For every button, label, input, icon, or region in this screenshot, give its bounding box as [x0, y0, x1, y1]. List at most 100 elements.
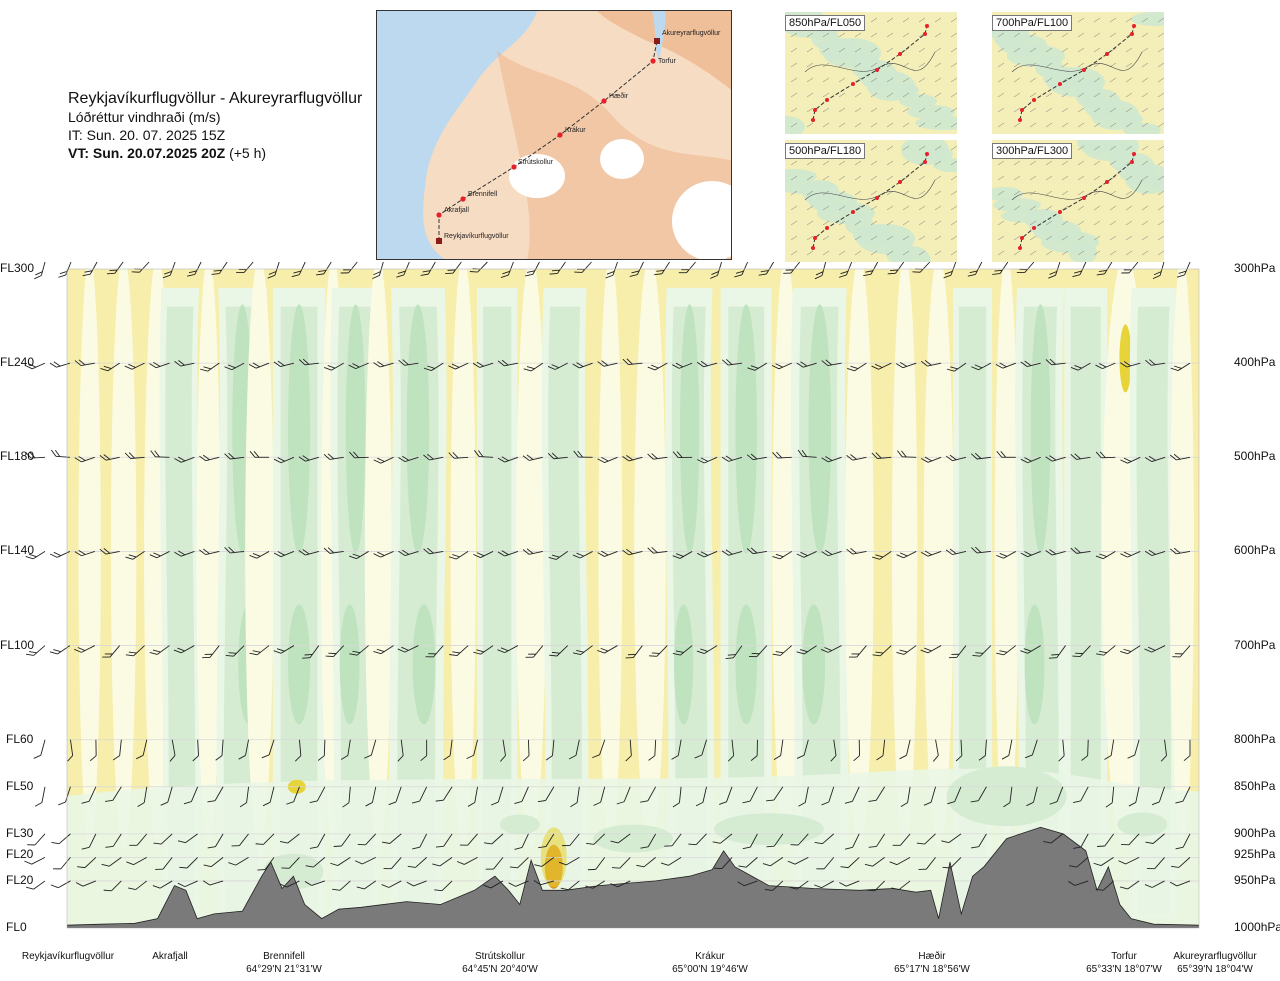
mini-map-barb — [1109, 235, 1117, 241]
route-map[interactable]: Reykjavíkurflugvöllur Akrafjall Brennifell… — [376, 10, 732, 260]
mini-map-barb — [838, 32, 846, 38]
velocity-contour — [994, 269, 1019, 848]
mini-map-field — [915, 116, 957, 130]
mini-map-barb — [1061, 235, 1069, 241]
wind-barb — [58, 261, 72, 278]
wind-barb — [279, 880, 300, 888]
wind-barb — [1048, 261, 1061, 279]
wind-barb — [876, 739, 886, 761]
mini-map-700[interactable]: 700hPa/FL100 — [992, 12, 1164, 134]
location-label: Krákur 65°00'N 19°46'W — [650, 950, 770, 976]
mini-map-barb — [1013, 160, 1021, 166]
wind-barb — [248, 362, 270, 369]
mini-map-barb — [918, 92, 926, 98]
wind-barb — [648, 739, 657, 761]
wind-barb — [349, 451, 369, 459]
wind-barb — [174, 360, 195, 367]
mini-map-barb — [1109, 122, 1117, 128]
velocity-column — [516, 269, 547, 848]
title-block: Reykjavíkurflugvöllur - Akureyrarflugvöl… — [68, 90, 362, 162]
wind-barb — [821, 359, 842, 367]
mini-map-barb — [1157, 92, 1164, 98]
flight-level-label: FL30 — [6, 825, 34, 840]
wind-barb — [1020, 645, 1041, 654]
wind-barb — [99, 548, 120, 555]
wind-barb — [332, 880, 351, 891]
mini-map-500-graphic — [785, 140, 957, 262]
wind-barb — [846, 454, 867, 461]
mini-map-barb — [1077, 160, 1085, 166]
mini-map-barb — [1125, 190, 1133, 196]
wind-barb — [177, 833, 198, 844]
mini-map-barb — [822, 175, 830, 181]
wind-barb — [330, 857, 351, 866]
mini-map-point — [1105, 52, 1109, 56]
location-name: Brennifell — [263, 951, 305, 962]
mini-map-point — [1132, 152, 1136, 156]
wind-barb — [309, 833, 326, 849]
velocity-contour — [593, 824, 673, 853]
mini-map-barb — [918, 175, 926, 181]
flight-level-label: FL60 — [6, 731, 34, 746]
wind-barb — [750, 739, 758, 761]
mini-map-barb — [1093, 220, 1101, 226]
wind-barb — [762, 857, 784, 867]
mini-map-coast — [1011, 51, 1143, 73]
wind-barb — [847, 362, 867, 372]
wind-barb — [746, 547, 767, 555]
wind-barb — [411, 786, 428, 804]
mini-map-barb — [1029, 220, 1037, 226]
location-label: Reykjavíkurflugvöllur — [8, 950, 128, 963]
velocity-contour — [923, 269, 954, 848]
mini-map-barb — [806, 47, 814, 53]
wind-barb — [1043, 833, 1064, 844]
location-name: Krákur — [695, 951, 725, 962]
wind-barb — [889, 856, 911, 866]
wind-barb — [844, 833, 860, 850]
wind-barb — [640, 786, 657, 803]
wind-barb — [1049, 786, 1064, 805]
wind-barb — [738, 857, 758, 868]
wind-barb — [448, 551, 469, 560]
mini-map-barb — [1077, 190, 1085, 196]
wind-barb — [920, 360, 942, 367]
mini-map-barb — [790, 32, 798, 38]
mini-map-barb — [997, 250, 1005, 256]
mini-map-barb — [806, 107, 814, 113]
mini-map-850[interactable]: 850hPa/FL050 — [785, 12, 957, 134]
wind-barb — [671, 739, 682, 760]
wind-barb — [1169, 880, 1191, 887]
mini-map-500[interactable]: 500hPa/FL180 — [785, 140, 957, 262]
wind-barb — [923, 786, 936, 806]
mini-map-barb — [838, 92, 846, 98]
mini-map-barb — [997, 32, 1005, 38]
wind-barb — [34, 261, 46, 280]
wind-barb — [125, 645, 145, 657]
wind-barb — [105, 786, 122, 802]
wind-barb — [381, 880, 402, 888]
mini-map-300[interactable]: 300hPa/FL300 — [992, 140, 1164, 262]
mini-map-barb — [1077, 250, 1085, 256]
wind-barb — [572, 551, 593, 559]
mini-map-barb — [886, 32, 894, 38]
wind-barb — [796, 645, 817, 655]
wind-barb — [356, 880, 377, 890]
mini-map-barb — [934, 205, 942, 211]
mini-map-point — [1082, 68, 1086, 72]
velocity-contour — [406, 304, 430, 554]
wind-barb — [381, 833, 402, 844]
wind-barb — [672, 451, 693, 458]
velocity-contour — [450, 269, 476, 848]
wind-barb — [863, 261, 879, 277]
wind-barb — [149, 645, 170, 655]
mini-map-barb — [870, 145, 878, 151]
wind-barb — [294, 739, 302, 762]
wind-barb — [772, 451, 792, 459]
wind-barb — [538, 833, 555, 849]
mini-map-barb — [790, 47, 798, 53]
mini-map-barb — [870, 47, 878, 53]
velocity-contour — [499, 814, 540, 835]
location-label: Torfur 65°33'N 18°07'W — [1064, 950, 1184, 976]
wind-barb — [1172, 645, 1191, 658]
mini-map-barb — [950, 205, 957, 211]
